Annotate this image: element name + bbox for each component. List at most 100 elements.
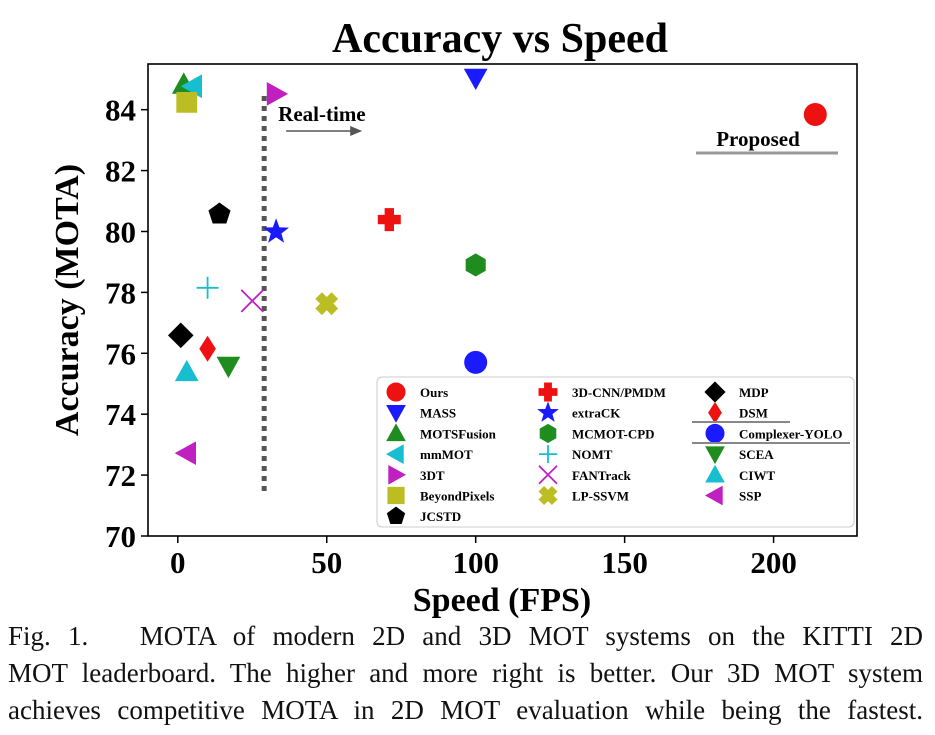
chart-title: Accuracy vs Speed — [332, 16, 668, 62]
legend-label: MOTSFusion — [420, 426, 497, 441]
data-point-mass — [463, 68, 488, 91]
legend-label: NOMT — [572, 447, 613, 462]
data-points — [167, 68, 827, 466]
data-point-beyondpixels — [176, 91, 198, 113]
x-tick-label: 50 — [311, 545, 342, 580]
legend-label: MCMOT-CPD — [572, 426, 655, 441]
y-tick-label: 80 — [105, 214, 136, 249]
y-tick-label: 70 — [105, 519, 136, 554]
data-point-dsm — [199, 335, 216, 362]
data-point-mcmot-cpd — [465, 253, 486, 277]
legend-marker — [386, 506, 406, 524]
legend-marker — [385, 444, 404, 464]
legend-label: CIWT — [739, 468, 775, 483]
legend-entry-mmmot: mmMOT — [385, 444, 473, 464]
x-tick-label: 0 — [170, 545, 186, 580]
legend-label: Complexer-YOLO — [739, 426, 843, 441]
data-point-jcstd — [208, 202, 231, 224]
legend-label: 3D-CNN/PMDM — [572, 385, 666, 400]
legend-label: JCSTD — [420, 509, 461, 524]
x-axis-label: Speed (FPS) — [413, 582, 592, 619]
legend-entry-lp-ssvm: LP-SSVM — [538, 486, 629, 505]
legend-marker — [704, 485, 723, 506]
y-tick-label: 84 — [105, 93, 136, 128]
legend-label: Ours — [420, 385, 448, 400]
data-point-ours — [803, 103, 827, 127]
x-tick-label: 100 — [452, 545, 499, 580]
data-point-ciwt — [174, 359, 199, 382]
legend-label: mmMOT — [420, 447, 473, 462]
caption-line: Fig. 1. MOTA of modern 2D and 3D MOT sys… — [8, 621, 923, 651]
data-point-lp-ssvm — [315, 292, 339, 316]
legend-entry-extrack: extraCK — [537, 401, 621, 422]
data-point-complexer-yolo — [464, 350, 488, 374]
legend-label: SCEA — [739, 447, 774, 462]
legend-entry-3dt: 3DT — [388, 464, 445, 485]
data-point-mdp — [167, 322, 194, 349]
legend-entry-3d-cnn-pmdm: 3D-CNN/PMDM — [538, 382, 666, 402]
caption-line: MOT leaderboard. The higher and more rig… — [8, 658, 923, 688]
legend: Ours MASS MOTSFusion mmMOT 3DT BeyondPixels JC… — [376, 376, 855, 528]
legend-entry-ours: Ours — [386, 382, 448, 402]
y-axis: 70 72 74 76 78 80 82 84 — [105, 93, 148, 554]
data-point-mmmot — [180, 74, 202, 99]
legend-label: BeyondPixels — [420, 489, 494, 504]
data-point-3dt — [266, 81, 289, 106]
y-tick-label: 76 — [105, 336, 136, 371]
legend-label: extraCK — [572, 406, 621, 421]
y-tick-label: 72 — [105, 458, 136, 493]
x-axis: 0 50 100 150 200 — [170, 536, 797, 580]
y-axis-label: Accuracy (MOTA) — [49, 164, 86, 436]
legend-marker — [705, 464, 725, 483]
x-tick-label: 200 — [750, 545, 797, 580]
legend-label: MASS — [420, 406, 456, 421]
data-point-3d-cnn-pmdm — [377, 208, 401, 232]
data-point-ssp — [174, 441, 197, 466]
figure-caption: Fig. 1. MOTA of modern 2D and 3D MOT sys… — [8, 618, 923, 729]
legend-marker — [538, 382, 558, 402]
legend-marker — [538, 465, 558, 485]
data-point-extrack — [263, 218, 290, 243]
legend-entry-mass: MASS — [386, 405, 456, 423]
caption-line: achieves competitive MOTA in 2D MOT eval… — [8, 695, 923, 725]
x-tick-label: 150 — [601, 545, 648, 580]
legend-marker — [387, 486, 405, 505]
legend-entry-fantrack: FANTrack — [538, 465, 631, 485]
y-tick-label: 82 — [105, 154, 136, 189]
legend-label: SSP — [739, 489, 761, 504]
legend-entry-ssp: SSP — [704, 485, 761, 506]
legend-entry-scea: SCEA — [705, 446, 774, 465]
legend-entry-complexer-yolo: Complexer-YOLO — [705, 423, 843, 443]
data-point-nomt — [196, 276, 219, 299]
data-point-scea — [216, 356, 241, 379]
legend-entry-motsfusion: MOTSFusion — [386, 423, 497, 442]
legend-marker — [386, 423, 406, 442]
plot-area — [147, 63, 858, 537]
legend-entry-mcmot-cpd: MCMOT-CPD — [539, 423, 655, 443]
legend-box — [376, 376, 855, 528]
legend-marker — [705, 446, 725, 465]
legend-entry-nomt: NOMT — [539, 445, 613, 464]
realtime-arrow — [286, 126, 363, 136]
y-tick-label: 78 — [105, 275, 136, 310]
legend-label: FANTrack — [572, 468, 631, 483]
legend-entry-ciwt: CIWT — [705, 464, 775, 483]
legend-label: LP-SSVM — [572, 489, 629, 504]
legend-marker — [705, 423, 725, 443]
legend-marker — [539, 423, 557, 443]
legend-marker — [539, 445, 557, 464]
legend-entry-jcstd: JCSTD — [386, 506, 461, 524]
legend-label: MDP — [739, 385, 769, 400]
legend-marker — [388, 464, 407, 485]
legend-marker — [537, 401, 559, 422]
legend-marker — [386, 405, 406, 423]
data-point-fantrack — [240, 289, 264, 313]
y-tick-label: 74 — [105, 397, 136, 432]
scatter-chart: Accuracy vs Speed 70 72 74 76 78 80 82 84 0 50 10… — [49, 16, 858, 619]
proposed-label: Proposed — [716, 127, 800, 151]
legend-label: 3DT — [420, 468, 445, 483]
legend-marker — [386, 382, 406, 402]
legend-label: DSM — [739, 406, 768, 421]
realtime-label: Real-time — [278, 102, 365, 126]
legend-entry-beyondpixels: BeyondPixels — [387, 486, 494, 505]
